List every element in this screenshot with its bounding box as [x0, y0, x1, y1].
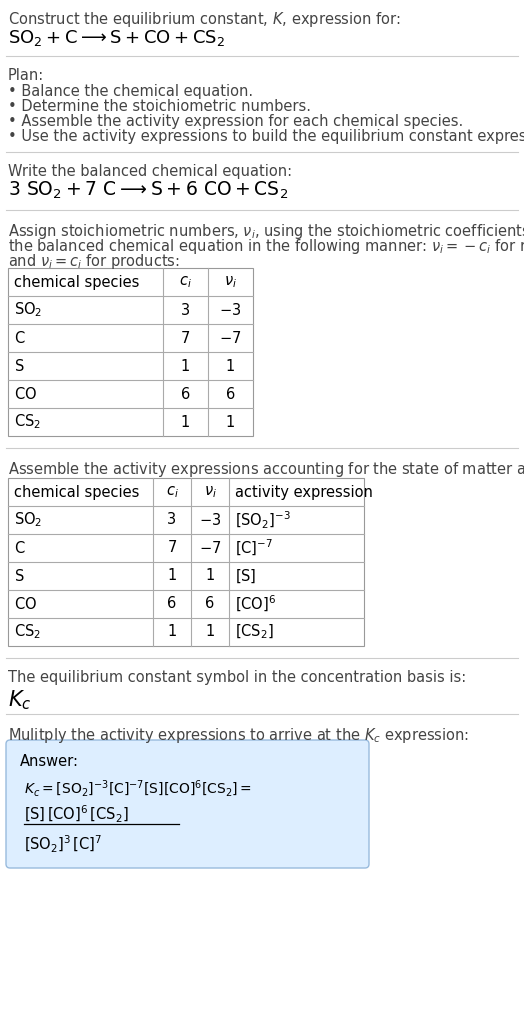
Text: $3\ \mathrm{SO_2} + 7\ \mathrm{C} \longrightarrow \mathrm{S} + 6\ \mathrm{CO} + : $3\ \mathrm{SO_2} + 7\ \mathrm{C} \longr…	[8, 180, 288, 201]
Text: $[\mathrm{S}]\,[\mathrm{CO}]^6\,[\mathrm{CS_2}]$: $[\mathrm{S}]\,[\mathrm{CO}]^6\,[\mathrm…	[24, 804, 128, 825]
Text: $-7$: $-7$	[220, 330, 242, 346]
Text: 6: 6	[181, 387, 190, 402]
Text: 1: 1	[205, 624, 215, 639]
Text: 1: 1	[181, 414, 190, 429]
Text: $[\mathrm{SO_2}]^3\,[\mathrm{C}]^7$: $[\mathrm{SO_2}]^3\,[\mathrm{C}]^7$	[24, 834, 102, 855]
Text: $\nu_i$: $\nu_i$	[203, 484, 216, 499]
Text: Assemble the activity expressions accounting for the state of matter and $\nu_i$: Assemble the activity expressions accoun…	[8, 460, 524, 479]
Text: 1: 1	[181, 358, 190, 374]
Text: Plan:: Plan:	[8, 68, 44, 83]
Text: $[\mathrm{C}]^{-7}$: $[\mathrm{C}]^{-7}$	[235, 538, 273, 558]
Text: $\nu_i$: $\nu_i$	[224, 274, 237, 290]
Text: $[\mathrm{CO}]^6$: $[\mathrm{CO}]^6$	[235, 594, 276, 614]
Bar	[8, 268, 253, 436]
Text: 6: 6	[226, 387, 235, 402]
FancyBboxPatch shape	[6, 740, 369, 868]
Text: $c_i$: $c_i$	[179, 274, 192, 290]
Text: $K_c = [\mathrm{SO_2}]^{-3} [\mathrm{C}]^{-7} [\mathrm{S}] [\mathrm{CO}]^6 [\mat: $K_c = [\mathrm{SO_2}]^{-3} [\mathrm{C}]…	[24, 779, 252, 800]
Text: $\mathrm{CS_2}$: $\mathrm{CS_2}$	[14, 622, 41, 641]
Text: $\mathrm{S}$: $\mathrm{S}$	[14, 358, 25, 374]
Text: the balanced chemical equation in the following manner: $\nu_i = -c_i$ for react: the balanced chemical equation in the fo…	[8, 236, 524, 256]
Text: $-3$: $-3$	[199, 512, 221, 528]
Text: $K_c$: $K_c$	[8, 688, 31, 712]
Text: 6: 6	[205, 597, 215, 611]
Text: 1: 1	[167, 624, 177, 639]
Text: 1: 1	[205, 568, 215, 584]
Text: 6: 6	[167, 597, 177, 611]
Text: • Assemble the activity expression for each chemical species.: • Assemble the activity expression for e…	[8, 114, 463, 129]
Text: activity expression: activity expression	[235, 484, 373, 499]
Text: 1: 1	[226, 358, 235, 374]
Text: 1: 1	[226, 414, 235, 429]
Text: $c_i$: $c_i$	[166, 484, 178, 499]
Text: Write the balanced chemical equation:: Write the balanced chemical equation:	[8, 164, 292, 179]
Text: chemical species: chemical species	[14, 274, 139, 289]
Text: $\mathrm{S}$: $\mathrm{S}$	[14, 568, 25, 584]
Text: • Use the activity expressions to build the equilibrium constant expression.: • Use the activity expressions to build …	[8, 129, 524, 144]
Text: Construct the equilibrium constant, $K$, expression for:: Construct the equilibrium constant, $K$,…	[8, 10, 401, 29]
Text: $-3$: $-3$	[220, 302, 242, 318]
Text: $-7$: $-7$	[199, 540, 221, 556]
Bar	[8, 478, 364, 646]
Text: Answer:: Answer:	[20, 754, 79, 769]
Text: The equilibrium constant symbol in the concentration basis is:: The equilibrium constant symbol in the c…	[8, 670, 466, 685]
Text: 7: 7	[181, 331, 190, 345]
Text: $\mathrm{CS_2}$: $\mathrm{CS_2}$	[14, 413, 41, 431]
Text: Mulitply the activity expressions to arrive at the $K_c$ expression:: Mulitply the activity expressions to arr…	[8, 726, 469, 745]
Text: $[\mathrm{S}]$: $[\mathrm{S}]$	[235, 567, 257, 585]
Text: $\mathrm{CO}$: $\mathrm{CO}$	[14, 596, 37, 612]
Text: Assign stoichiometric numbers, $\nu_i$, using the stoichiometric coefficients, $: Assign stoichiometric numbers, $\nu_i$, …	[8, 222, 524, 241]
Text: 3: 3	[168, 513, 177, 528]
Text: and $\nu_i = c_i$ for products:: and $\nu_i = c_i$ for products:	[8, 252, 180, 271]
Text: $\mathrm{SO_2}$: $\mathrm{SO_2}$	[14, 511, 42, 530]
Text: $\mathrm{C}$: $\mathrm{C}$	[14, 330, 26, 346]
Text: $[\mathrm{CS_2}]$: $[\mathrm{CS_2}]$	[235, 623, 274, 641]
Text: $\mathrm{SO_2 + C \longrightarrow S + CO + CS_2}$: $\mathrm{SO_2 + C \longrightarrow S + CO…	[8, 28, 225, 48]
Text: chemical species: chemical species	[14, 484, 139, 499]
Text: • Balance the chemical equation.: • Balance the chemical equation.	[8, 84, 253, 99]
Text: 1: 1	[167, 568, 177, 584]
Text: $\mathrm{SO_2}$: $\mathrm{SO_2}$	[14, 300, 42, 320]
Text: • Determine the stoichiometric numbers.: • Determine the stoichiometric numbers.	[8, 99, 311, 114]
Text: 3: 3	[181, 302, 190, 318]
Text: $\mathrm{CO}$: $\mathrm{CO}$	[14, 386, 37, 402]
Text: 7: 7	[167, 541, 177, 555]
Text: $[\mathrm{SO_2}]^{-3}$: $[\mathrm{SO_2}]^{-3}$	[235, 510, 291, 531]
Text: $\mathrm{C}$: $\mathrm{C}$	[14, 540, 26, 556]
